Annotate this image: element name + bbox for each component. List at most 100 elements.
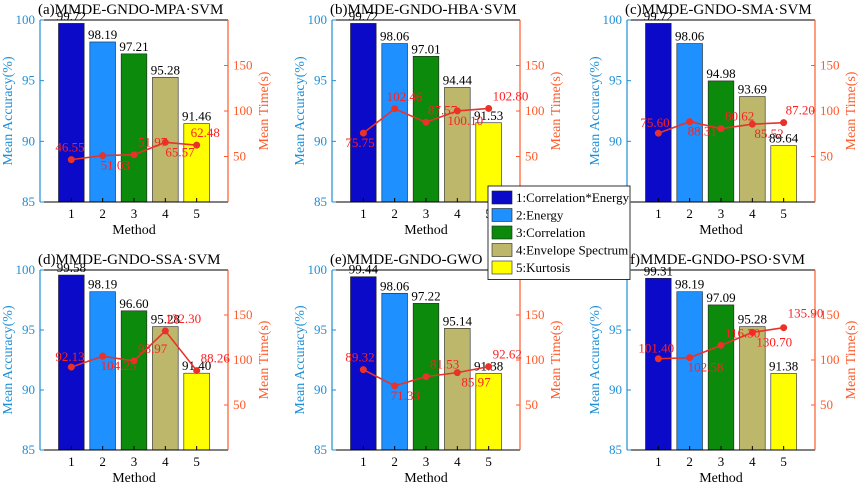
time-value-label: 88.26 [201,351,231,366]
y-axis-label: Mean Accuracy(%) [588,56,603,166]
time-value-label: 104.25 [101,358,137,373]
time-value-label: 102.58 [688,360,724,375]
bar-value-label: 91.38 [769,358,798,373]
chart-title: (f)MMDE-GNDO-PSO·SVM [625,252,805,268]
chart-title: (e)MMDE-GNDO-GWO [330,252,483,268]
bar-value-label: 98.06 [675,29,705,44]
y-tick-label: 90 [22,133,35,148]
bar-method-4 [152,326,179,451]
x-tick-label: 1 [655,206,662,221]
bar-method-2 [89,291,116,451]
y2-axis-label: Mean Time(s) [844,320,859,399]
x-tick-label: 3 [423,206,430,221]
y-tick-label: 85 [314,442,327,457]
bar-value-label: 97.22 [411,288,440,303]
y-tick-label: 90 [314,133,327,148]
time-value-label: 87.20 [786,103,815,118]
time-point [67,363,75,371]
bar-value-label: 98.19 [675,277,704,292]
bar-value-label: 98.19 [88,27,117,42]
time-value-label: 85.52 [754,126,783,141]
bar-value-label: 89.64 [769,131,799,146]
x-tick-label: 3 [131,206,138,221]
bar-value-label: 95.28 [151,62,180,77]
y2-tick-label: 50 [525,149,538,164]
y2-axis-label: Mean Time(s) [257,71,272,150]
x-tick-label: 5 [485,454,492,469]
time-value-label: 92.13 [55,349,84,364]
time-value-label: 98.97 [138,341,168,356]
time-point [99,152,107,160]
time-value-label: 75.75 [345,135,374,150]
y-tick-label: 90 [609,382,622,397]
time-value-label: 51.97 [138,135,168,150]
x-tick-label: 3 [718,206,725,221]
x-tick-label: 1 [68,454,75,469]
bar-method-4 [444,87,471,203]
y2-axis-label: Mean Time(s) [549,320,564,399]
chart-panel-1: 99.7298.1997.2195.2891.46859095100501001… [1,2,272,238]
y-tick-label: 95 [314,322,327,337]
bar-value-label: 98.19 [88,277,117,292]
x-tick-label: 5 [780,454,787,469]
bar-value-label: 98.06 [380,278,410,293]
time-value-label: 80.62 [725,109,754,124]
time-value-label: 100.10 [447,113,483,128]
time-point [654,355,662,363]
bar-value-label: 98.06 [380,29,410,44]
time-point [717,341,725,349]
x-tick-label: 2 [391,206,398,221]
bar-value-label: 97.21 [119,39,148,54]
chart-panel-6: 99.3198.1997.0995.2891.38859095100501001… [588,252,859,485]
y2-tick-label: 150 [233,307,253,322]
bar-method-5 [475,373,502,451]
bar-value-label: 95.14 [443,313,473,328]
y2-tick-label: 150 [233,58,253,73]
bar-value-label: 91.53 [474,108,503,123]
y2-tick-label: 100 [233,103,253,118]
y-axis-label: Mean Accuracy(%) [293,56,308,166]
y-axis-label: Mean Accuracy(%) [1,305,16,415]
y-tick-label: 100 [16,12,36,27]
bar-method-1 [350,23,377,203]
time-value-label: 85.97 [461,375,491,390]
legend-label: 5:Kurtosis [516,260,570,275]
x-tick-label: 4 [162,206,169,221]
y-axis-label: Mean Accuracy(%) [293,305,308,415]
chart-panel-3: 99.7298.0694.9893.6989.64859095100501001… [588,2,859,238]
bar-value-label: 96.60 [119,296,148,311]
time-value-label: 102.46 [387,89,423,104]
bar-value-label: 97.01 [411,41,440,56]
x-tick-label: 2 [99,206,106,221]
x-tick-label: 5 [193,206,200,221]
time-value-label: 102.80 [493,88,529,103]
legend-label: 4:Envelope Spectrum [516,243,628,258]
y2-tick-label: 150 [525,307,545,322]
x-tick-label: 4 [162,454,169,469]
time-value-label: 101.40 [638,341,674,356]
bar-method-1 [645,277,672,451]
bar-method-5 [770,373,797,451]
y2-tick-label: 100 [820,103,840,118]
bar-method-4 [444,328,471,451]
time-value-label: 132.30 [165,311,201,326]
legend-swatch-5 [491,260,513,275]
time-value-label: 130.70 [756,334,792,349]
x-tick-label: 5 [780,206,787,221]
x-tick-label: 4 [749,206,756,221]
y2-tick-label: 150 [820,58,840,73]
time-value-label: 71.33 [391,388,420,403]
time-value-label: 51.03 [101,158,130,173]
y-tick-label: 100 [308,12,328,27]
time-point [193,141,201,149]
y-tick-label: 85 [314,194,327,209]
x-axis-label: Method [699,471,743,485]
time-point [485,104,493,112]
time-point [654,129,662,137]
y-tick-label: 85 [22,194,35,209]
x-tick-label: 1 [360,206,367,221]
time-point [130,151,138,159]
bar-value-label: 93.69 [738,82,767,97]
chart-title: (a)MMDE-GNDO-MPA·SVM [38,2,223,18]
bar-value-label: 95.28 [151,312,180,327]
